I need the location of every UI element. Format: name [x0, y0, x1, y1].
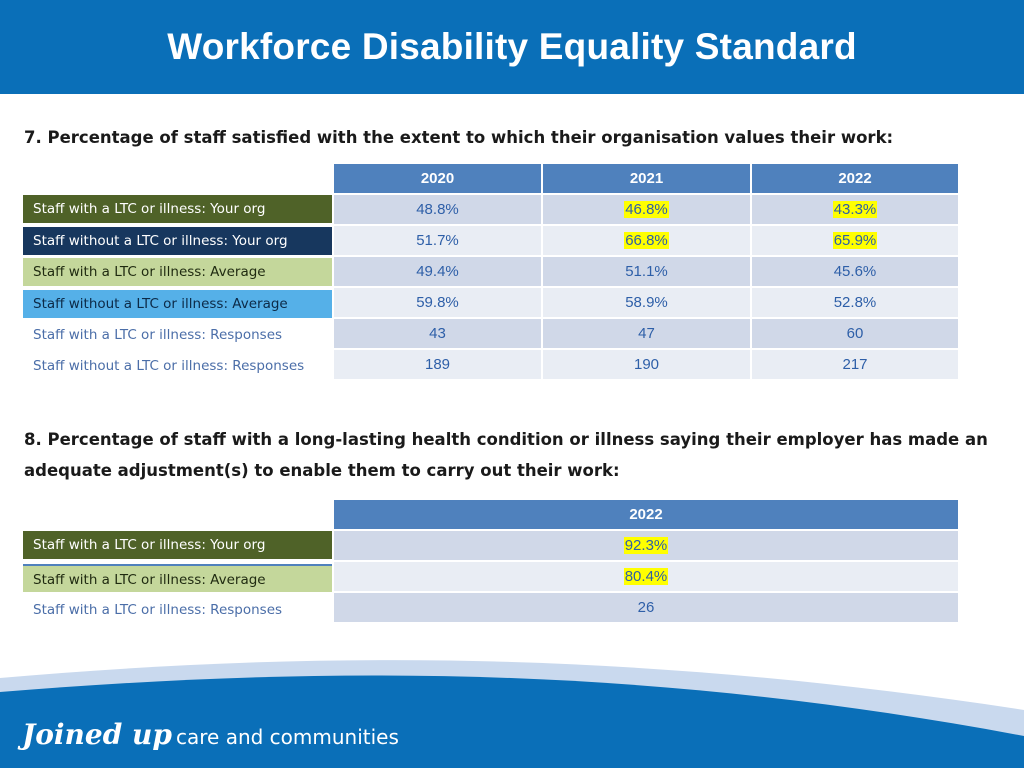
q7-cell: 49.4% — [334, 257, 541, 286]
q7-cell: 46.8% — [543, 195, 750, 224]
q7-col-header: 2021 — [543, 164, 750, 193]
q7-cell: 217 — [752, 350, 958, 379]
q7-row-label: Staff without a LTC or illness: Your org — [23, 227, 332, 255]
q8-col-header: 2022 — [334, 500, 958, 529]
q7-cell: 51.1% — [543, 257, 750, 286]
q7-cell: 45.6% — [752, 257, 958, 286]
q7-cell: 66.8% — [543, 226, 750, 255]
q7-cell: 60 — [752, 319, 958, 348]
q7-col-header: 2020 — [334, 164, 541, 193]
q7-cell: 52.8% — [752, 288, 958, 317]
q7-row-label: Staff without a LTC or illness: Average — [23, 290, 332, 318]
q7-cell: 48.8% — [334, 195, 541, 224]
question-8: 8. Percentage of staff with a long-lasti… — [24, 430, 988, 480]
q7-cell: 59.8% — [334, 288, 541, 317]
logo-bold-text: Joined up — [22, 718, 172, 751]
logo-rest-text: care and communities — [176, 725, 399, 749]
q7-col-header: 2022 — [752, 164, 958, 193]
q7-cell: 65.9% — [752, 226, 958, 255]
q7-cell: 47 — [543, 319, 750, 348]
q7-row-label: Staff with a LTC or illness: Average — [23, 258, 332, 286]
logo: Joined up care and communities — [22, 718, 399, 751]
q8-row-label: Staff with a LTC or illness: Responses — [23, 596, 332, 624]
q7-cell: 43.3% — [752, 195, 958, 224]
q8-row-label: Staff with a LTC or illness: Average — [23, 564, 332, 592]
q7-row-label: Staff without a LTC or illness: Response… — [23, 352, 332, 380]
q8-row-label: Staff with a LTC or illness: Your org — [23, 531, 332, 559]
q7-row-label: Staff with a LTC or illness: Your org — [23, 195, 332, 223]
q7-cell: 190 — [543, 350, 750, 379]
page-title: Workforce Disability Equality Standard — [167, 26, 857, 67]
q7-cell: 51.7% — [334, 226, 541, 255]
q7-cell: 43 — [334, 319, 541, 348]
header-bar: Workforce Disability Equality Standard — [0, 0, 1024, 94]
footer-wave — [0, 660, 1024, 768]
q7-row-label: Staff with a LTC or illness: Responses — [23, 321, 332, 349]
q8-cell: 26 — [334, 593, 958, 622]
q8-cell: 80.4% — [334, 562, 958, 591]
q7-cell: 189 — [334, 350, 541, 379]
q7-cell: 58.9% — [543, 288, 750, 317]
question-7: 7. Percentage of staff satisfied with th… — [24, 128, 894, 147]
q8-cell: 92.3% — [334, 531, 958, 560]
